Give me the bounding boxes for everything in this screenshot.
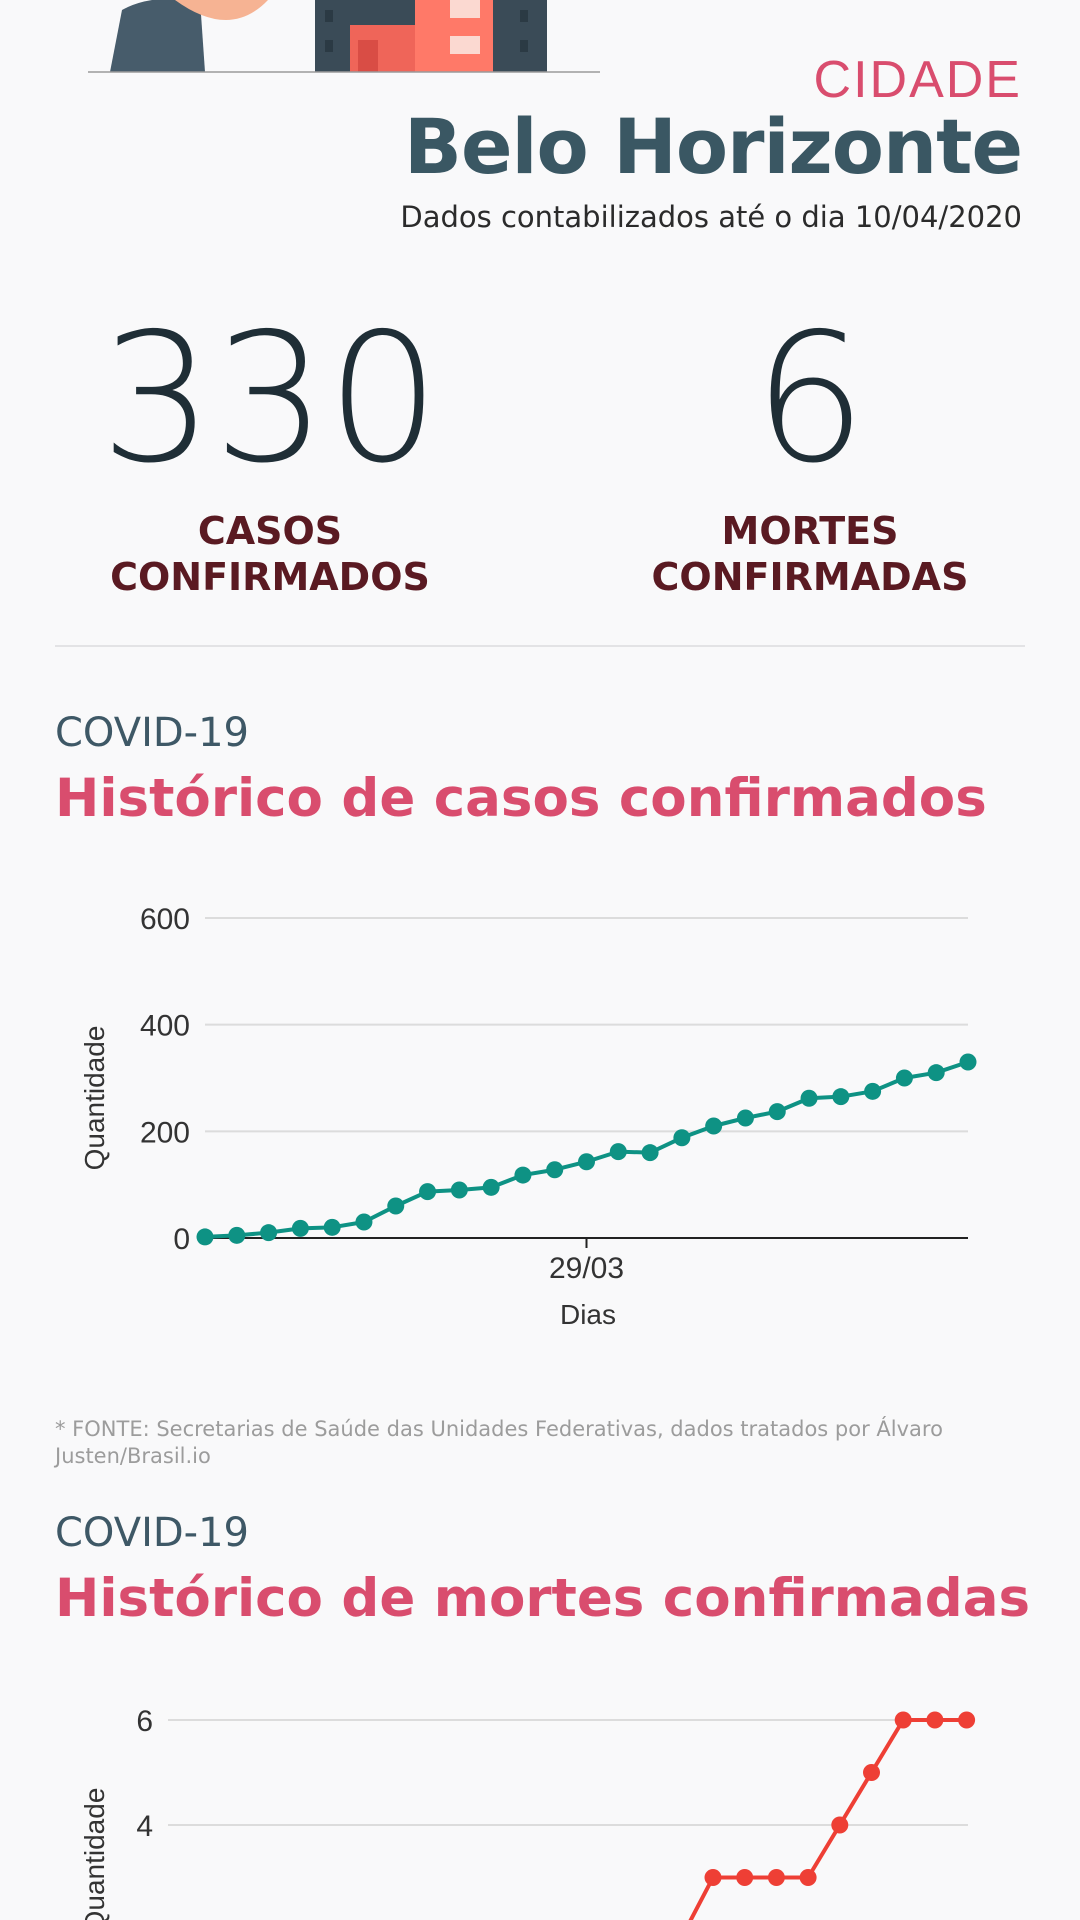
cases-count: 330 <box>100 295 440 502</box>
deaths-chart: 2 4 6 Quantidade <box>79 1705 976 1920</box>
cases-data-point <box>959 1053 977 1071</box>
deaths-data-point <box>926 1711 944 1729</box>
deaths-data-point <box>767 1869 785 1886</box>
header-illustration <box>88 0 600 73</box>
window-illustration <box>520 10 528 22</box>
cases-data-point <box>260 1224 278 1242</box>
y-axis-label: Quantidade <box>79 1788 110 1920</box>
deaths-data-point <box>958 1711 976 1729</box>
cases-data-point <box>895 1069 913 1087</box>
cases-data-point <box>355 1213 373 1231</box>
cases-data-point <box>514 1166 532 1184</box>
data-updated-text: Dados contabilizados até o dia 10/04/202… <box>400 200 1022 234</box>
x-tick-label: 29/03 <box>549 1252 624 1285</box>
person-arm-illustration <box>175 0 268 20</box>
cases-label-line2: CONFIRMADOS <box>110 555 430 599</box>
cases-data-point <box>673 1129 691 1147</box>
cases-data-point <box>927 1064 945 1082</box>
window-illustration <box>450 0 480 18</box>
city-name: Belo Horizonte <box>404 102 1023 191</box>
cases-chart: 0 200 400 600 29/03 Dias Quantidade <box>79 903 977 1330</box>
y-tick-label: 600 <box>140 903 190 936</box>
cases-data-point <box>705 1117 723 1135</box>
cases-data-point <box>609 1143 627 1161</box>
cases-data-point <box>450 1181 468 1199</box>
cases-data-point <box>578 1153 595 1171</box>
cases-data-point <box>323 1218 341 1236</box>
cases-data-point <box>864 1082 882 1100</box>
cases-data-point <box>768 1103 786 1121</box>
deaths-data-point <box>831 1816 849 1834</box>
deaths-label-line2: CONFIRMADAS <box>651 555 969 599</box>
deaths-count: 6 <box>753 295 867 502</box>
city-kicker: CIDADE <box>813 51 1022 109</box>
deaths-label: MORTES CONFIRMADAS <box>580 508 1040 600</box>
deaths-label-line1: MORTES <box>721 509 899 553</box>
y-axis-label: Quantidade <box>79 1026 110 1171</box>
cases-data-point <box>832 1088 850 1106</box>
section-divider <box>55 645 1025 647</box>
window-illustration <box>450 36 480 54</box>
cases-data-point <box>387 1197 405 1215</box>
deaths-data-point <box>894 1711 912 1729</box>
cases-data-point <box>736 1109 754 1127</box>
cases-data-point <box>419 1183 437 1201</box>
deaths-data-point <box>863 1764 880 1781</box>
deaths-series-line <box>688 1718 967 1920</box>
y-tick-label: 6 <box>136 1705 153 1738</box>
cases-data-point <box>228 1226 246 1244</box>
cases-label-line1: CASOS <box>197 509 343 553</box>
deaths-section-title: Histórico de mortes confirmadas <box>55 1568 1031 1629</box>
y-tick-label: 2 <box>136 1915 153 1920</box>
cases-data-point <box>291 1219 309 1237</box>
y-tick-label: 4 <box>136 1810 153 1843</box>
deaths-data-point <box>704 1869 722 1886</box>
cases-data-point <box>800 1089 818 1107</box>
cases-data-point <box>641 1144 659 1162</box>
window-illustration <box>325 40 333 52</box>
cases-data-point <box>546 1161 564 1179</box>
x-axis-label: Dias <box>560 1299 616 1330</box>
cases-data-point <box>196 1228 214 1246</box>
window-illustration <box>325 10 333 22</box>
y-tick-label: 200 <box>140 1116 190 1149</box>
window-illustration <box>520 40 528 52</box>
cases-data-point <box>482 1178 500 1196</box>
cases-series-line <box>204 1060 969 1239</box>
door-illustration <box>358 40 378 72</box>
y-tick-label: 400 <box>140 1010 190 1043</box>
deaths-section-kicker: COVID-19 <box>55 1510 250 1556</box>
cases-section-title: Histórico de casos confirmados <box>55 768 987 829</box>
person-illustration <box>110 0 205 72</box>
cases-label: CASOS CONFIRMADOS <box>40 508 500 600</box>
deaths-data-point <box>736 1869 754 1886</box>
deaths-data-point <box>799 1869 817 1886</box>
cases-section-kicker: COVID-19 <box>55 710 250 756</box>
source-note: * FONTE: Secretarias de Saúde das Unidad… <box>55 1417 943 1468</box>
y-tick-label: 0 <box>173 1223 190 1256</box>
